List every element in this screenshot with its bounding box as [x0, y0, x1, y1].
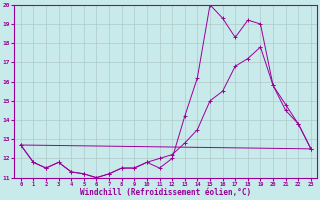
X-axis label: Windchill (Refroidissement éolien,°C): Windchill (Refroidissement éolien,°C)	[80, 188, 252, 197]
